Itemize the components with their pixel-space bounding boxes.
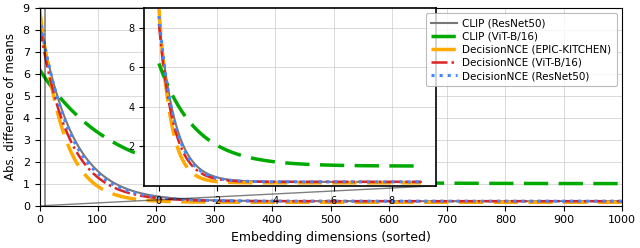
DecisionNCE (EPIC-KITCHEN) bbox=[36, 7, 44, 10]
Bar bbox=[39, 8, 45, 206]
DecisionNCE (ResNet50) bbox=[601, 200, 609, 203]
DecisionNCE (ViT-B/16) bbox=[36, 24, 44, 27]
CLIP (ResNet50) bbox=[618, 200, 626, 203]
Line: CLIP (ViT-B/16): CLIP (ViT-B/16) bbox=[40, 70, 622, 184]
CLIP (ViT-B/16) bbox=[618, 182, 626, 185]
DecisionNCE (EPIC-KITCHEN) bbox=[65, 147, 73, 150]
DecisionNCE (ViT-B/16) bbox=[65, 136, 73, 139]
DecisionNCE (ResNet50) bbox=[319, 200, 326, 203]
DecisionNCE (ViT-B/16) bbox=[601, 200, 609, 203]
CLIP (ResNet50) bbox=[319, 200, 326, 203]
DecisionNCE (ResNet50) bbox=[65, 130, 73, 133]
DecisionNCE (EPIC-KITCHEN) bbox=[618, 201, 626, 204]
DecisionNCE (EPIC-KITCHEN) bbox=[601, 201, 609, 204]
Line: DecisionNCE (ViT-B/16): DecisionNCE (ViT-B/16) bbox=[40, 26, 622, 201]
DecisionNCE (ViT-B/16) bbox=[601, 200, 609, 203]
DecisionNCE (ViT-B/16) bbox=[319, 200, 326, 203]
DecisionNCE (EPIC-KITCHEN) bbox=[319, 201, 326, 204]
Line: CLIP (ResNet50): CLIP (ResNet50) bbox=[40, 19, 622, 201]
CLIP (ViT-B/16) bbox=[494, 182, 502, 185]
X-axis label: Embedding dimensions (sorted): Embedding dimensions (sorted) bbox=[231, 231, 431, 244]
DecisionNCE (ViT-B/16) bbox=[303, 200, 311, 203]
CLIP (ResNet50) bbox=[36, 18, 44, 21]
CLIP (ViT-B/16) bbox=[601, 182, 609, 185]
DecisionNCE (ViT-B/16) bbox=[494, 200, 502, 203]
CLIP (ResNet50) bbox=[303, 200, 311, 203]
DecisionNCE (ViT-B/16) bbox=[618, 200, 626, 203]
DecisionNCE (EPIC-KITCHEN) bbox=[601, 201, 609, 204]
DecisionNCE (ResNet50) bbox=[601, 200, 609, 203]
DecisionNCE (EPIC-KITCHEN) bbox=[494, 201, 502, 204]
CLIP (ResNet50) bbox=[601, 200, 609, 203]
DecisionNCE (EPIC-KITCHEN) bbox=[303, 201, 311, 204]
DecisionNCE (ResNet50) bbox=[303, 200, 311, 203]
CLIP (ResNet50) bbox=[494, 200, 502, 203]
DecisionNCE (ResNet50) bbox=[618, 200, 626, 203]
Line: DecisionNCE (EPIC-KITCHEN): DecisionNCE (EPIC-KITCHEN) bbox=[40, 8, 622, 202]
DecisionNCE (ResNet50) bbox=[36, 15, 44, 18]
CLIP (ViT-B/16) bbox=[303, 179, 311, 182]
Legend: CLIP (ResNet50), CLIP (ViT-B/16), DecisionNCE (EPIC-KITCHEN), DecisionNCE (ViT-B: CLIP (ResNet50), CLIP (ViT-B/16), Decisi… bbox=[426, 13, 616, 86]
CLIP (ResNet50) bbox=[601, 200, 609, 203]
CLIP (ResNet50) bbox=[65, 127, 73, 130]
DecisionNCE (ResNet50) bbox=[494, 200, 502, 203]
CLIP (ViT-B/16) bbox=[319, 180, 326, 183]
CLIP (ViT-B/16) bbox=[65, 106, 73, 109]
CLIP (ViT-B/16) bbox=[601, 182, 609, 185]
Y-axis label: Abs. difference of means: Abs. difference of means bbox=[4, 33, 17, 180]
CLIP (ViT-B/16) bbox=[36, 68, 44, 71]
Line: DecisionNCE (ResNet50): DecisionNCE (ResNet50) bbox=[40, 17, 622, 201]
